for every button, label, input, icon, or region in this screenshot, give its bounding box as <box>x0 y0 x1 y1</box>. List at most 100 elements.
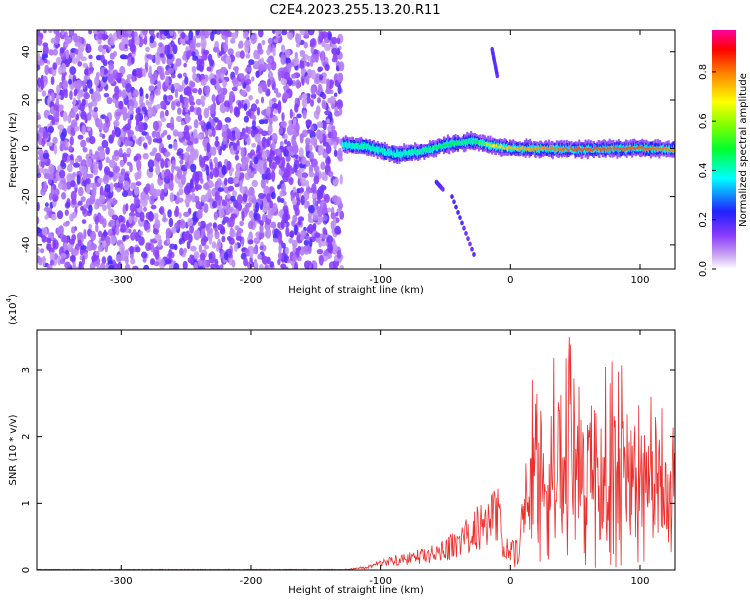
noise-cell <box>141 131 148 136</box>
noise-cell <box>133 196 140 206</box>
noise-cell <box>184 113 191 124</box>
snr-multiplier-exponent: 4 <box>5 297 13 302</box>
noise-cell <box>218 208 225 219</box>
noise-cell <box>233 106 239 117</box>
noise-cell <box>179 220 187 229</box>
noise-cell <box>325 144 332 154</box>
noise-cell <box>249 247 254 259</box>
noise-cell <box>226 128 232 140</box>
noise-cell <box>89 149 93 154</box>
noise-cell <box>74 125 80 132</box>
noise-cell <box>324 43 331 52</box>
noise-cell <box>277 184 281 190</box>
noise-cell <box>275 92 282 98</box>
snr-y-tick-label: 1 <box>21 500 32 506</box>
spectrogram-x-tick-label: -100 <box>369 275 392 286</box>
noise-cell <box>101 48 106 55</box>
noise-cell <box>167 209 172 218</box>
noise-cell <box>96 265 101 269</box>
noise-cell <box>294 207 300 216</box>
noise-cell <box>270 191 276 200</box>
noise-cell <box>200 95 206 102</box>
noise-cell <box>69 154 74 161</box>
noise-cell <box>286 124 294 136</box>
noise-cell <box>55 56 62 66</box>
noise-cell <box>82 208 87 215</box>
noise-cell <box>175 101 181 107</box>
noise-cell <box>176 115 182 122</box>
noise-cell <box>228 237 235 245</box>
spectrogram-y-tick-label: 0 <box>21 145 32 151</box>
noise-cell <box>207 128 212 135</box>
noise-cell <box>60 131 66 142</box>
noise-cell <box>261 39 266 46</box>
noise-cell <box>73 88 78 97</box>
noise-cell <box>319 74 323 81</box>
noise-cell <box>41 90 47 97</box>
noise-cell <box>124 43 128 49</box>
noise-cell <box>121 250 127 262</box>
noise-cell <box>312 223 317 231</box>
noise-cell <box>186 140 193 146</box>
noise-cell <box>282 266 289 269</box>
noise-cell <box>143 206 147 212</box>
noise-cell <box>248 220 254 230</box>
snr-frame <box>36 329 676 571</box>
noise-cell <box>51 117 55 126</box>
noise-cell <box>113 149 120 157</box>
noise-cell <box>166 237 171 245</box>
noise-cell <box>135 246 141 253</box>
noise-cell <box>278 251 283 261</box>
noise-cell <box>314 73 322 82</box>
noise-cell <box>142 68 147 78</box>
noise-cell <box>338 147 342 153</box>
noise-cell <box>241 210 245 222</box>
noise-cell <box>97 38 102 45</box>
noise-cell <box>164 168 171 180</box>
colorbar-tick-label: 0.4 <box>698 162 709 178</box>
noise-cell <box>183 62 187 68</box>
noise-cell <box>195 42 201 48</box>
noise-cell <box>327 32 332 41</box>
streak-cell <box>441 186 445 192</box>
noise-cell <box>225 30 232 38</box>
noise-cell <box>325 88 332 95</box>
noise-cell <box>193 137 198 145</box>
noise-cell <box>238 100 242 110</box>
noise-cell <box>160 188 165 195</box>
noise-cell <box>232 190 238 198</box>
noise-cell <box>41 137 45 147</box>
noise-cell <box>321 171 327 181</box>
noise-cell <box>286 168 291 178</box>
noise-cell <box>295 43 301 48</box>
noise-cell <box>62 111 68 122</box>
noise-cell <box>205 121 212 131</box>
noise-cell <box>322 120 327 131</box>
noise-cell <box>69 158 75 166</box>
noise-cell <box>323 193 330 203</box>
noise-cell <box>227 185 235 192</box>
noise-cell <box>326 78 330 87</box>
noise-cell <box>260 178 266 189</box>
noise-cell <box>141 251 148 259</box>
noise-cell <box>159 206 165 215</box>
noise-cell <box>289 230 295 239</box>
noise-cell <box>223 251 229 261</box>
noise-cell <box>120 223 127 233</box>
streak-cell <box>464 231 468 236</box>
noise-cell <box>278 126 284 135</box>
colorbar-label: Normalized spectral amplitude <box>738 73 749 227</box>
noise-cell <box>253 258 258 268</box>
noise-cell <box>231 32 239 39</box>
noise-cell <box>75 79 82 90</box>
noise-cell <box>134 186 140 196</box>
noise-cell <box>167 67 175 74</box>
noise-cell <box>303 41 308 49</box>
noise-cell <box>193 251 200 260</box>
noise-cell <box>284 138 288 145</box>
noise-cell <box>98 215 105 225</box>
noise-cell <box>294 261 298 269</box>
noise-cell <box>104 115 110 124</box>
noise-cell <box>310 54 318 63</box>
